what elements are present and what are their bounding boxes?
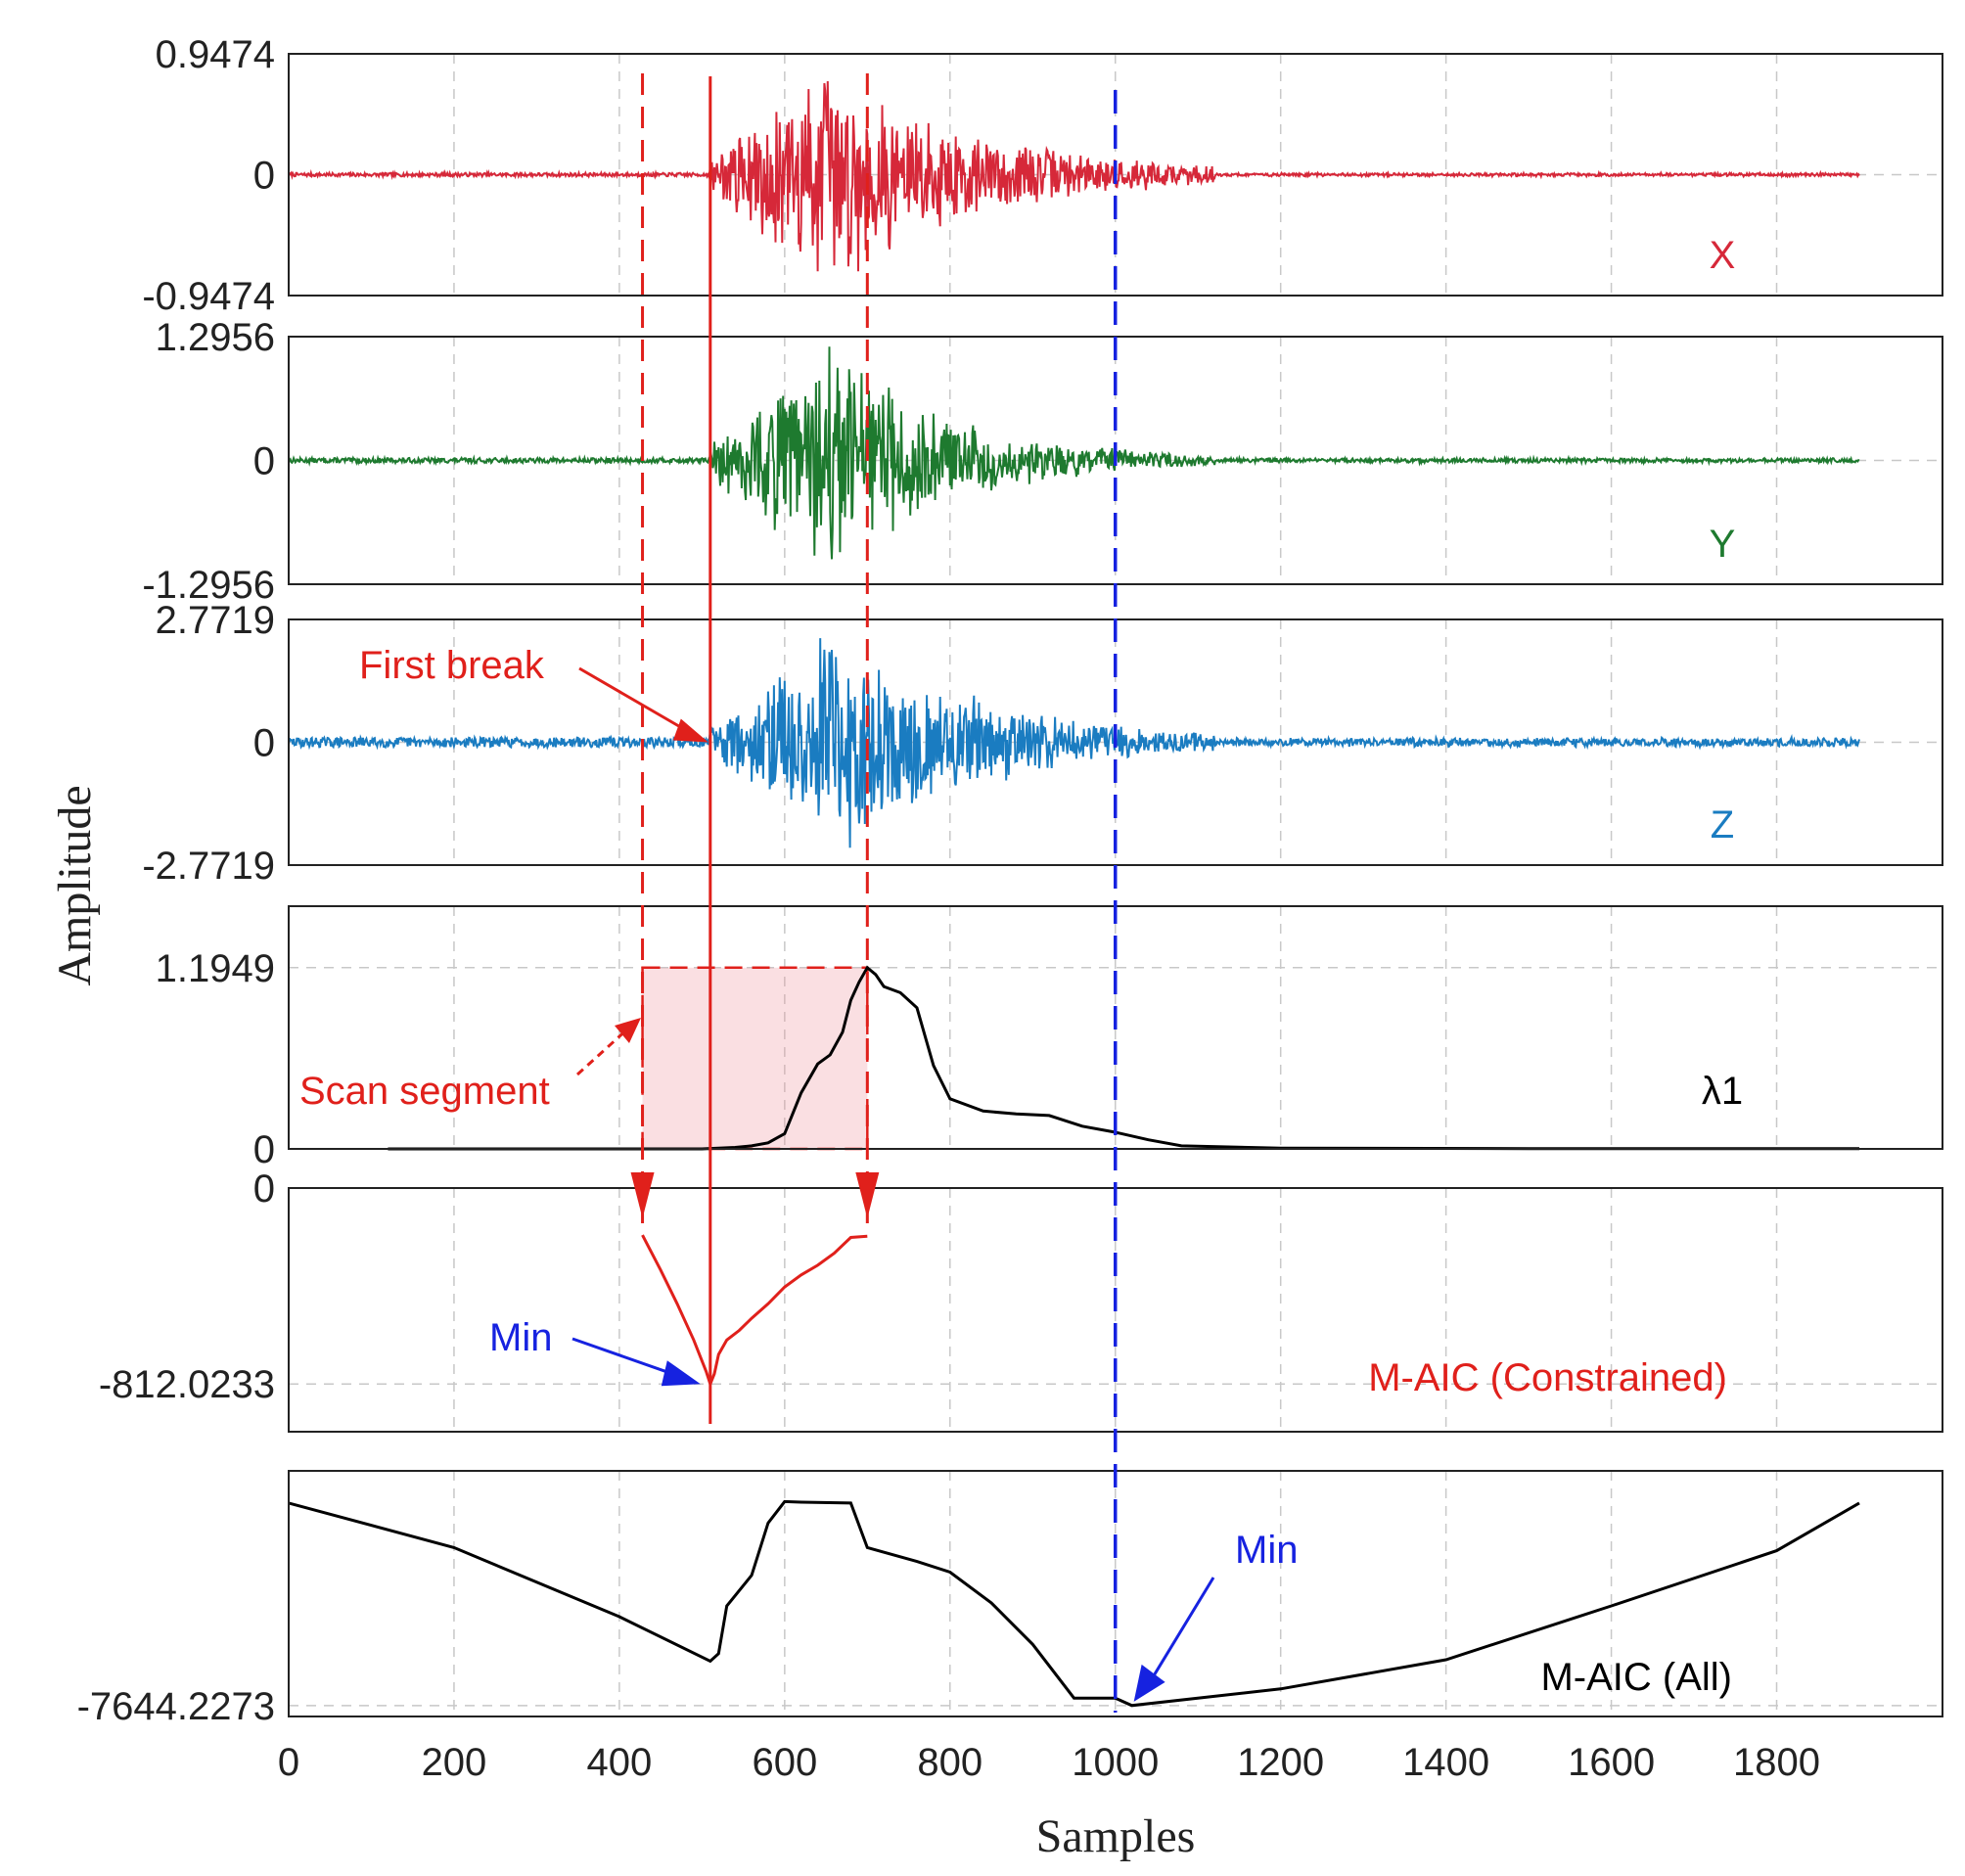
x-tick-label-800: 800 [917,1741,982,1784]
series-line-maic_all [288,1499,1860,1708]
series-label-y: Y [1710,523,1736,566]
first-break-arrowhead [672,718,708,743]
label-layer: 0.9474 0 -0.9474 X 1.2956 0 -1.2956 Y 2.7719 0 -2.… [49,33,1820,1862]
y-tick-label-x-2: -0.9474 [142,275,275,318]
min-constrained-annotation: Min [489,1316,552,1359]
x-tick-label-400: 400 [587,1741,653,1784]
y-tick-label-y-0: 1.2956 [156,316,275,359]
first-break-arrow-line [578,666,698,738]
x-tick-label-1800: 1800 [1733,1741,1820,1784]
x-tick-label-0: 0 [278,1741,299,1784]
scan-segment-arrowhead [615,1018,641,1043]
y-tick-label-maic_c-1: -812.0233 [99,1363,275,1406]
scan-segment-box [641,966,869,1151]
scan-end-arrowhead [855,1172,880,1218]
x-tick-label-600: 600 [752,1741,817,1784]
x-tick-label-1000: 1000 [1072,1741,1159,1784]
series-label-maic_c: M-AIC (Constrained) [1368,1356,1727,1399]
min-all-annotation: Min [1235,1529,1298,1572]
series-line-y [288,346,1860,560]
first-break-annotation: First break [359,644,545,687]
y-tick-label-maic_all-0: -7644.2273 [77,1685,275,1728]
panel-frame-x [288,53,1943,297]
x-tick-label-1200: 1200 [1237,1741,1324,1784]
series-label-maic_all: M-AIC (All) [1540,1656,1732,1699]
series-label-z: Z [1711,803,1734,846]
y-tick-label-lambda-1: 0 [253,1128,275,1171]
x-tick-label-1600: 1600 [1568,1741,1655,1784]
y-axis-title: Amplitude [49,785,101,985]
min-constrained-arrowhead [661,1360,701,1387]
y-tick-label-z-2: -2.7719 [142,845,275,888]
x-tick-label-1400: 1400 [1402,1741,1489,1784]
scan-start-arrowhead [630,1172,655,1218]
series-line-maic_c [641,1234,868,1389]
scan-segment-arrow-line [575,1026,631,1076]
x-tick-label-200: 200 [422,1741,487,1784]
series-line-lambda [388,965,1859,1151]
min-constrained-arrow-line [571,1337,680,1378]
y-tick-label-x-1: 0 [253,155,275,198]
fill-layer [641,966,869,1151]
scan-segment-annotation: Scan segment [299,1070,550,1113]
y-tick-label-maic_c-0: 0 [253,1167,275,1211]
marker-layer [571,73,1215,1713]
y-tick-label-lambda-0: 1.1949 [156,947,275,990]
x-axis-title: Samples [1036,1810,1196,1862]
min-all-arrow-line [1146,1577,1215,1687]
y-tick-label-z-0: 2.7719 [156,599,275,642]
y-tick-label-x-0: 0.9474 [156,33,275,76]
y-tick-label-y-1: 0 [253,440,275,483]
y-tick-label-z-1: 0 [253,722,275,765]
series-label-lambda: λ1 [1702,1070,1743,1113]
y-tick-label-y-2: -1.2956 [142,564,275,607]
series-line-z [288,638,1860,848]
series-line-x [288,80,1860,272]
series-label-x: X [1710,234,1736,277]
series-layer [288,80,1860,1708]
min-all-arrowhead [1133,1664,1165,1702]
